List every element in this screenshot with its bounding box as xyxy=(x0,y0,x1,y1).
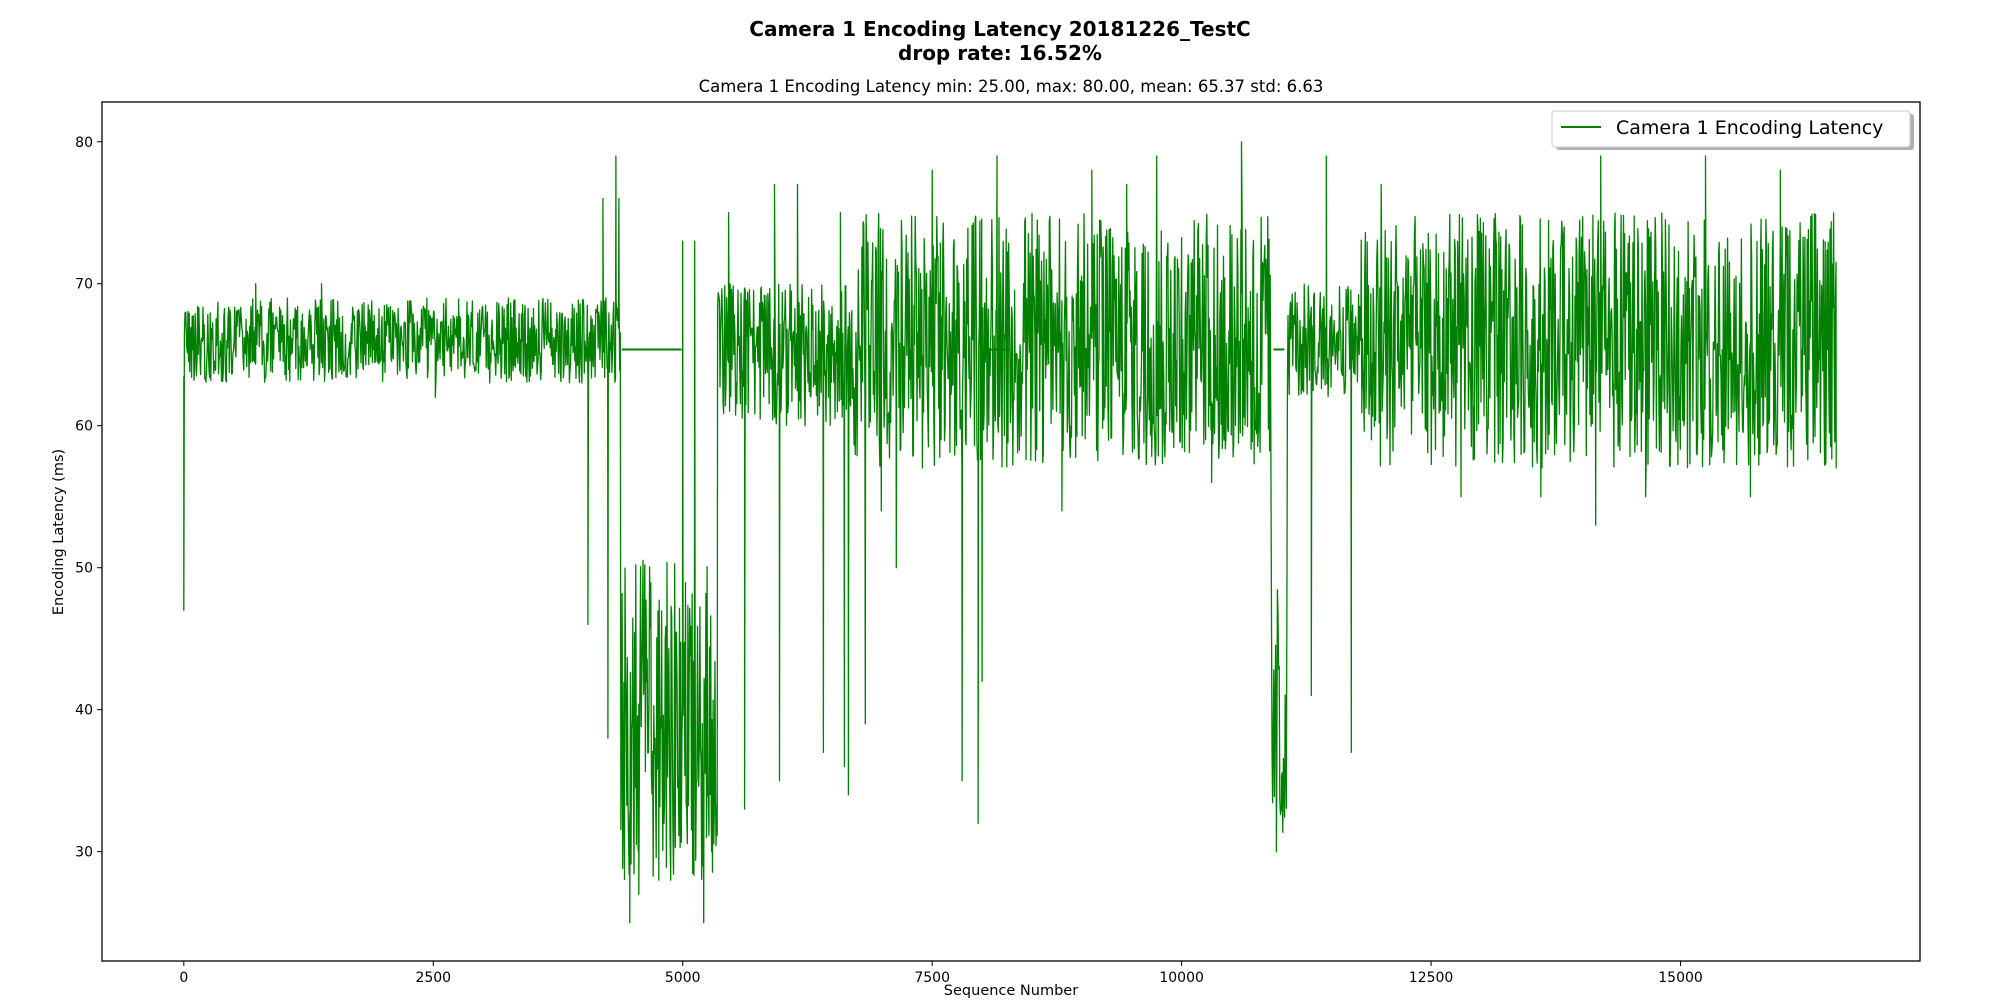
x-tick-label: 5000 xyxy=(665,970,701,986)
legend-box xyxy=(1551,110,1911,148)
x-tick-label: 2500 xyxy=(415,970,451,986)
x-axis-label: Sequence Number xyxy=(944,983,1078,999)
y-tick-label: 50 xyxy=(75,561,93,577)
chart-title-line1: Camera 1 Encoding Latency 20181226_TestC xyxy=(749,17,1250,41)
x-tick-label: 10000 xyxy=(1159,970,1204,986)
legend-label: Camera 1 Encoding Latency xyxy=(1616,117,1883,139)
y-axis-ticks: 30 40 50 60 70 80 xyxy=(75,135,102,861)
x-tick-label: 0 xyxy=(179,970,188,986)
chart-title-line2: drop rate: 16.52% xyxy=(898,41,1102,65)
y-tick-label: 60 xyxy=(75,419,93,435)
x-tick-label: 7500 xyxy=(914,970,950,986)
x-tick-label: 15000 xyxy=(1658,970,1703,986)
y-axis-label: Encoding Latency (ms) xyxy=(51,449,67,615)
y-tick-label: 80 xyxy=(75,135,93,151)
plot-area xyxy=(183,141,1837,924)
series-line xyxy=(183,141,1837,924)
axes-frame xyxy=(101,101,1921,962)
x-axis-ticks: 0 2500 5000 7500 10000 12500 15000 xyxy=(179,961,1703,986)
y-tick-label: 40 xyxy=(75,703,93,719)
chart-subtitle: Camera 1 Encoding Latency min: 25.00, ma… xyxy=(699,77,1324,96)
y-tick-label: 30 xyxy=(75,845,93,861)
legend: Camera 1 Encoding Latency xyxy=(1551,110,1914,150)
x-tick-label: 12500 xyxy=(1409,970,1454,986)
y-tick-label: 70 xyxy=(75,277,93,293)
